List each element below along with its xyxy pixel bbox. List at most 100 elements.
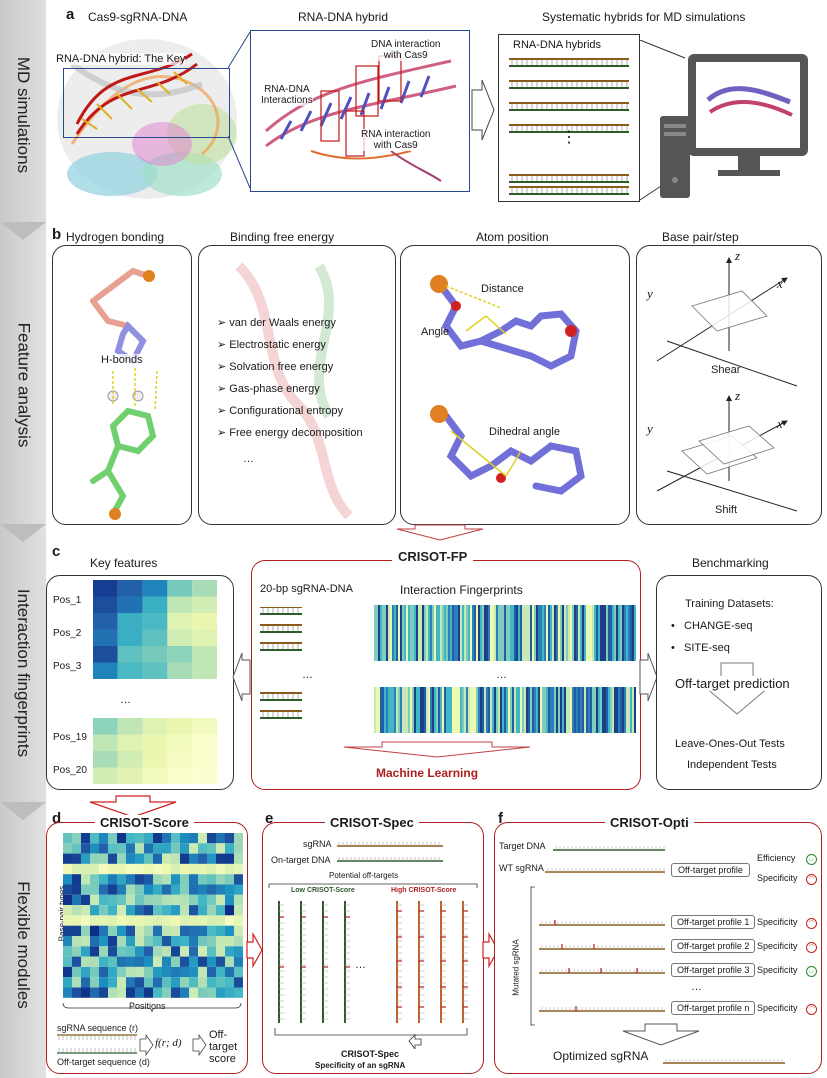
heatmap-cell [162, 915, 171, 926]
heatmap-cell [167, 662, 193, 679]
barcode-stripe [548, 605, 550, 661]
barcode-stripe [590, 687, 592, 733]
heatmap-cell [117, 874, 126, 885]
barcode-stripe [588, 605, 590, 661]
heatmap-cell [117, 987, 126, 998]
spec-summary-subtitle: Specificity of an sgRNA [315, 1061, 406, 1070]
barcode-stripe [446, 687, 448, 733]
heatmap-cell [142, 734, 168, 751]
barcode-stripe [634, 605, 636, 661]
heatmap-cell [81, 874, 90, 885]
panel-letter-f: f [498, 810, 503, 827]
barcode-stripe [430, 605, 432, 661]
heatmap-cell [171, 915, 180, 926]
barcode-stripe [592, 605, 594, 661]
heatmap-cell [192, 718, 217, 735]
crisot-score-heatmap [63, 833, 243, 998]
heatmap-cell [99, 894, 108, 906]
bullet-arrow-icon: ➢ [217, 361, 230, 373]
training-label: Training Datasets: [685, 598, 774, 610]
axis-y-top: y [647, 286, 653, 301]
barcode-stripe [580, 605, 582, 661]
barcode-stripe [376, 687, 378, 733]
crisot-opti-title: CRISOT-Opti [605, 815, 694, 830]
heatmap-cell [81, 956, 90, 967]
barcode-stripe [486, 605, 488, 661]
heatmap-cell [135, 905, 144, 916]
barcode-stripe [542, 687, 544, 733]
heatmap-cell [189, 925, 198, 936]
heatmap-cell [207, 874, 216, 885]
heatmap-cell [198, 833, 207, 844]
barcode-stripe [390, 687, 392, 733]
benchmarking-title: Benchmarking [692, 556, 769, 570]
specificity-n-sad-icon: ◠ [806, 1004, 817, 1015]
dataset-site-seq: • SITE-seq [671, 642, 730, 654]
heatmap-cell [144, 946, 153, 957]
sgrna-seq-label: sgRNA sequence (r) [57, 1023, 139, 1033]
barcode-stripe [624, 605, 626, 661]
heatmap-cell [117, 580, 143, 597]
barcode-stripe [620, 687, 622, 733]
barcode-stripe [614, 687, 616, 733]
barcode-stripe [498, 687, 500, 733]
barcode-stripe [400, 687, 402, 733]
base-pair-axes-illustration [656, 257, 798, 512]
barcode-stripe [508, 605, 510, 661]
heatmap-cell [63, 863, 72, 875]
pos-ellipsis: … [120, 694, 131, 706]
barcode-stripe [612, 605, 614, 661]
target-dna-label: Target DNA [499, 841, 546, 851]
heatmap-cell [216, 925, 225, 936]
wt-sgrna-label: WT sgRNA [499, 863, 544, 873]
barcode-stripe [462, 605, 464, 661]
barcode-stripe [444, 687, 446, 733]
mutated-sgrna-strand [539, 921, 665, 926]
barcode-stripe [422, 605, 424, 661]
potential-offtargets-label: Potential off-targets [329, 871, 399, 880]
barcode-stripe [430, 687, 432, 733]
heatmap-cell [72, 915, 81, 926]
barcode-stripe [626, 605, 628, 661]
barcode-stripe [594, 687, 596, 733]
fp-duplex [260, 642, 302, 651]
arrow-to-benchmarking [639, 652, 658, 702]
barcode-stripe [506, 605, 508, 661]
energy-term-label: Electrostatic energy [229, 339, 326, 351]
heatmap-cell [142, 646, 168, 663]
heatmap-cell [192, 751, 217, 768]
heatmap-cell [126, 863, 135, 875]
heatmap-cell [153, 915, 162, 926]
barcode-stripe [538, 605, 540, 661]
heatmap-cell [225, 956, 234, 967]
atom-position-panel: Distance Angle Dihedral angle [400, 245, 630, 525]
heatmap-cell [108, 915, 117, 926]
energy-term: ➢ Configurational entropy [217, 404, 343, 417]
heatmap-cell [81, 863, 90, 875]
heatmap-cell [198, 853, 207, 864]
free-energy-watermark-illustration [235, 262, 353, 520]
barcode-stripe [518, 687, 520, 733]
heatmap-cell [207, 884, 216, 895]
heatmap-cell [167, 751, 193, 768]
barcode-stripe [632, 605, 634, 661]
panel-letter-a: a [66, 6, 75, 23]
barcode-stripe [544, 687, 546, 733]
barcode-stripe [572, 687, 574, 733]
heatmap-cell [81, 977, 90, 988]
barcode-stripe [510, 605, 512, 661]
heatmap-cell [189, 915, 198, 926]
barcode-stripe [470, 687, 472, 733]
heatmap-cell [63, 894, 72, 906]
benchmarking-panel: Training Datasets: • CHANGE-seq • SITE-s… [656, 575, 822, 790]
free-energy-title: Binding free energy [230, 230, 335, 244]
heatmap-cell [108, 894, 117, 906]
heatmap-cell [90, 925, 99, 936]
barcode-stripe [502, 687, 504, 733]
heatmap-cell [207, 956, 216, 967]
energy-term: ➢ van der Waals energy [217, 316, 336, 329]
heatmap-cell [63, 925, 72, 936]
heatmap-cell [171, 987, 180, 998]
heatmap-cell [180, 874, 189, 885]
heatmap-cell [108, 833, 117, 844]
